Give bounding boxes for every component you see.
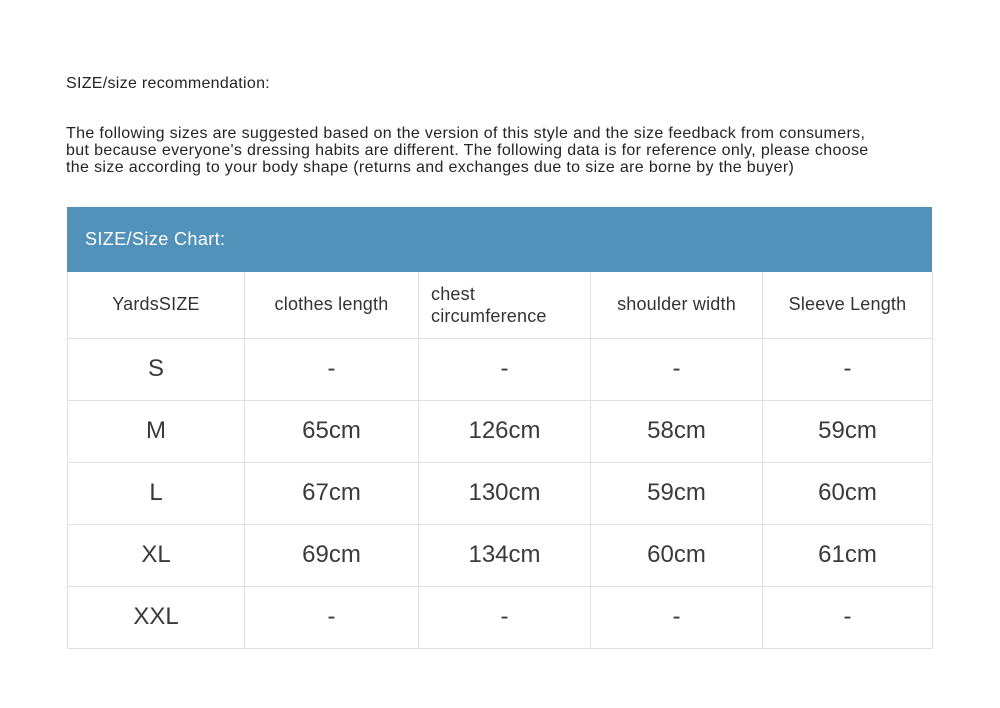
size-value-cell: 59cm bbox=[590, 461, 763, 525]
table-row-size-s: S - - - - bbox=[67, 337, 933, 401]
size-value-cell: 60cm bbox=[590, 523, 763, 587]
size-label-cell: S bbox=[67, 337, 245, 401]
paragraph-line: but because everyone's dressing habits a… bbox=[66, 142, 869, 159]
size-value-cell: 134cm bbox=[418, 523, 591, 587]
size-value-cell: - bbox=[418, 337, 591, 401]
header-row: YardsSIZE clothes length chest circumfer… bbox=[67, 272, 933, 339]
size-label-cell: M bbox=[67, 399, 245, 463]
size-recommendation-heading: SIZE/size recommendation: bbox=[66, 75, 271, 92]
size-value-cell: 67cm bbox=[244, 461, 419, 525]
column-header-shoulder-width: shoulder width bbox=[590, 272, 763, 339]
column-header-chest-circumference: chest circumference bbox=[418, 272, 591, 339]
size-value-cell: - bbox=[418, 585, 591, 649]
size-label-cell: XL bbox=[67, 523, 245, 587]
size-value-cell: 58cm bbox=[590, 399, 763, 463]
size-value-cell: - bbox=[244, 337, 419, 401]
table-row-size-xxl: XXL - - - - bbox=[67, 585, 933, 649]
size-value-cell: 60cm bbox=[762, 461, 933, 525]
column-header-yards-size: YardsSIZE bbox=[67, 272, 245, 339]
paragraph-line: The following sizes are suggested based … bbox=[66, 125, 866, 142]
table-row-size-l: L 67cm 130cm 59cm 60cm bbox=[67, 461, 933, 525]
size-chart-table: YardsSIZE clothes length chest circumfer… bbox=[67, 272, 933, 649]
size-recommendation-text: The following sizes are suggested based … bbox=[66, 125, 996, 176]
size-value-cell: 126cm bbox=[418, 399, 591, 463]
paragraph-line: the size according to your body shape (r… bbox=[66, 159, 795, 176]
size-value-cell: - bbox=[762, 337, 933, 401]
size-value-cell: - bbox=[590, 337, 763, 401]
table-row-size-m: M 65cm 126cm 58cm 59cm bbox=[67, 399, 933, 463]
size-value-cell: 69cm bbox=[244, 523, 419, 587]
size-value-cell: 59cm bbox=[762, 399, 933, 463]
size-value-cell: 65cm bbox=[244, 399, 419, 463]
size-label-cell: L bbox=[67, 461, 245, 525]
size-value-cell: - bbox=[762, 585, 933, 649]
column-header-sleeve-length: Sleeve Length bbox=[762, 272, 933, 339]
size-value-cell: 61cm bbox=[762, 523, 933, 587]
table-row-size-xl: XL 69cm 134cm 60cm 61cm bbox=[67, 523, 933, 587]
size-value-cell: 130cm bbox=[418, 461, 591, 525]
column-header-clothes-length: clothes length bbox=[244, 272, 419, 339]
size-chart-title-bar: SIZE/Size Chart: bbox=[67, 207, 932, 272]
size-value-cell: - bbox=[244, 585, 419, 649]
size-label-cell: XXL bbox=[67, 585, 245, 649]
size-chart-title: SIZE/Size Chart: bbox=[85, 229, 226, 249]
size-value-cell: - bbox=[590, 585, 763, 649]
